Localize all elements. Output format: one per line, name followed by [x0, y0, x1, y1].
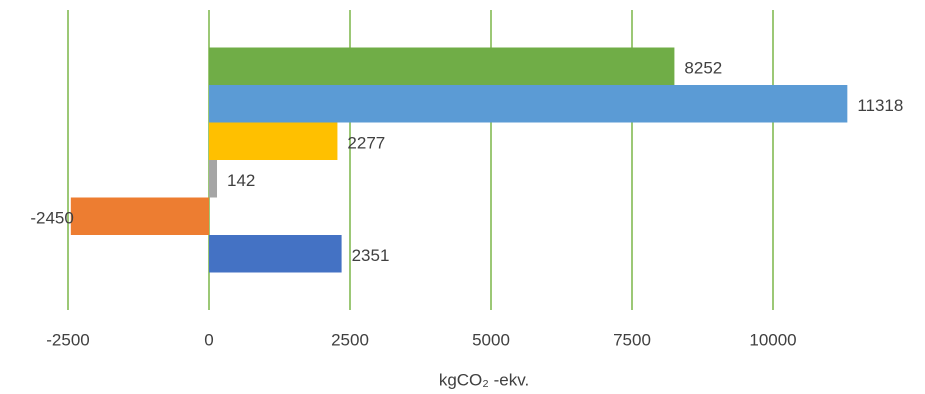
data-label: 11318 [857, 96, 903, 115]
bar [209, 160, 218, 198]
data-label: 2277 [347, 134, 385, 153]
data-label: 142 [227, 171, 255, 190]
x-tick-label: -2500 [46, 330, 89, 349]
x-tick-label: 7500 [613, 330, 651, 349]
x-tick-label: 2500 [331, 330, 369, 349]
bar [209, 85, 848, 123]
bar [209, 47, 675, 85]
x-tick-label: 0 [204, 330, 213, 349]
data-label: 8252 [684, 59, 722, 78]
x-axis-title: kgCO₂ -ekv. [439, 370, 529, 389]
x-tick-label: 5000 [472, 330, 510, 349]
x-tick-label: 10000 [749, 330, 796, 349]
bar [70, 197, 209, 235]
bar [209, 122, 338, 160]
data-label: 2351 [352, 246, 390, 265]
data-label: -2450 [30, 209, 73, 228]
bar [209, 235, 342, 273]
